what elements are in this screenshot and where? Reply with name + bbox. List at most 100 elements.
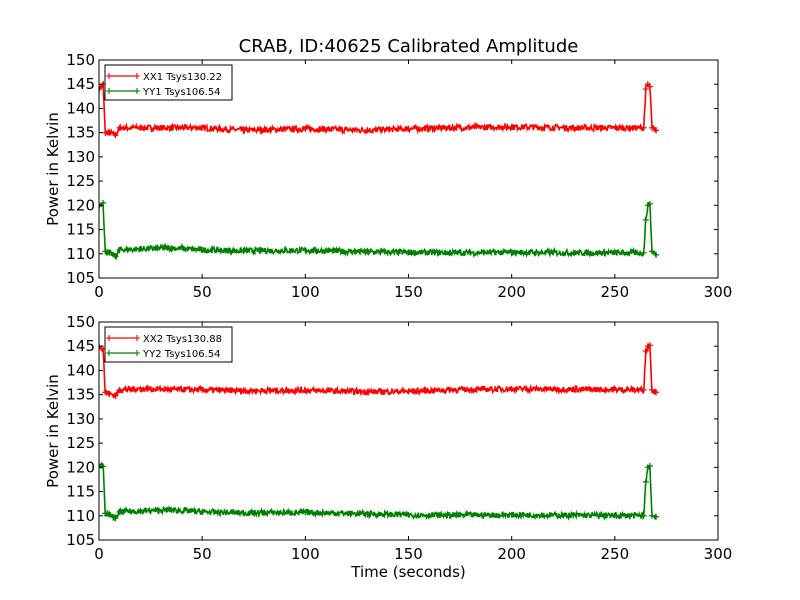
- legend-box: [104, 64, 233, 101]
- y-tick-label: 150: [66, 313, 95, 331]
- legend-marker: [134, 73, 140, 79]
- y-tick-label: 135: [66, 124, 95, 142]
- series-point: [116, 386, 123, 393]
- y-tick-label: 115: [66, 221, 95, 239]
- series-point: [640, 386, 647, 393]
- series-point: [112, 253, 119, 260]
- series-point: [302, 125, 309, 132]
- series-point: [446, 512, 453, 519]
- y-tick-label: 145: [66, 337, 95, 355]
- y-tick-label: 145: [66, 75, 95, 93]
- series-point: [570, 512, 577, 519]
- y-tick-label: 115: [66, 483, 95, 501]
- series-point: [240, 509, 247, 516]
- x-tick-label: 200: [497, 283, 526, 301]
- series-line-2: [99, 201, 657, 261]
- series-point: [168, 124, 175, 131]
- x-tick-label: 150: [394, 283, 423, 301]
- y-tick-label: 125: [66, 172, 95, 190]
- series-point: [112, 515, 119, 522]
- series-line-1: [99, 343, 657, 400]
- plot-data: [99, 342, 660, 522]
- x-tick-label: 300: [704, 283, 733, 301]
- series-point: [168, 386, 175, 393]
- series-point: [508, 249, 515, 256]
- series-point: [648, 124, 655, 131]
- series-line-2: [99, 461, 657, 522]
- series-point: [199, 386, 206, 393]
- x-tick-label: 200: [497, 545, 526, 563]
- series-point: [648, 248, 655, 255]
- series-point: [446, 386, 453, 393]
- series-point: [648, 512, 655, 519]
- legend-marker: [134, 88, 140, 94]
- legend-label: XX1 Tsys130.22: [143, 72, 222, 83]
- series-point: [240, 387, 247, 394]
- series-point: [646, 462, 653, 469]
- series-point: [570, 249, 577, 256]
- x-tick-label: 50: [193, 283, 212, 301]
- y-tick-label: 110: [66, 507, 95, 525]
- series-point: [302, 247, 309, 254]
- series-point: [446, 124, 453, 131]
- x-tick-label: 0: [94, 545, 104, 563]
- series-point: [116, 246, 123, 253]
- series-point: [405, 511, 412, 518]
- series-point: [102, 248, 109, 255]
- series-point: [642, 478, 649, 485]
- y-tick-label: 140: [66, 99, 95, 117]
- series-point: [640, 249, 647, 256]
- legend-marker: [106, 350, 112, 356]
- y-tick-label: 105: [66, 531, 95, 549]
- y-tick-label: 120: [66, 458, 95, 476]
- series-point: [100, 463, 107, 470]
- series-point: [642, 348, 649, 355]
- x-tick-label: 300: [704, 545, 733, 563]
- series-point: [106, 129, 113, 136]
- series-point: [640, 512, 647, 519]
- series-point: [364, 510, 371, 517]
- legend-label: YY2 Tsys106.54: [142, 349, 221, 360]
- series-point: [508, 385, 515, 392]
- x-tick-label: 0: [94, 283, 104, 301]
- y-axis-label: Power in Kelvin: [44, 374, 62, 488]
- y-tick-label: 130: [66, 410, 95, 428]
- series-point: [106, 511, 113, 518]
- series-point: [364, 127, 371, 134]
- y-tick-label: 135: [66, 386, 95, 404]
- series-point: [137, 385, 144, 392]
- x-tick-label: 150: [394, 545, 423, 563]
- series-point: [640, 124, 647, 131]
- series-point: [199, 124, 206, 131]
- series-point: [405, 125, 412, 132]
- series-point: [106, 249, 113, 256]
- series-point: [168, 506, 175, 513]
- series-point: [99, 86, 102, 93]
- legend-marker: [106, 335, 112, 341]
- legend: XX1 Tsys130.22 YY1 Tsys106.54: [104, 64, 233, 101]
- series-point: [646, 342, 653, 349]
- series-point: [405, 249, 412, 256]
- series-point: [102, 389, 109, 396]
- legend-box: [104, 326, 233, 363]
- x-tick-label: 50: [193, 545, 212, 563]
- x-axis-label: Time (seconds): [350, 563, 466, 581]
- x-tick-label: 250: [601, 283, 630, 301]
- y-axis-label: Power in Kelvin: [44, 112, 62, 226]
- series-point: [168, 244, 175, 251]
- series-point: [112, 392, 119, 399]
- series-point: [653, 251, 660, 258]
- series-point: [648, 386, 655, 393]
- y-tick-label: 110: [66, 245, 95, 263]
- legend: XX2 Tsys130.88 YY2 Tsys106.54: [104, 326, 233, 363]
- y-tick-label: 140: [66, 361, 95, 379]
- chart-panel-1: 0 50 100 150 200 250 300 105 110 115 120 125 130 135 1…: [44, 36, 732, 301]
- x-tick-label: 250: [601, 545, 630, 563]
- series-point: [106, 390, 113, 397]
- x-tick-label: 100: [291, 283, 320, 301]
- series-point: [137, 245, 144, 252]
- series-point: [99, 461, 102, 468]
- series-point: [364, 388, 371, 395]
- series-line-1: [99, 80, 657, 138]
